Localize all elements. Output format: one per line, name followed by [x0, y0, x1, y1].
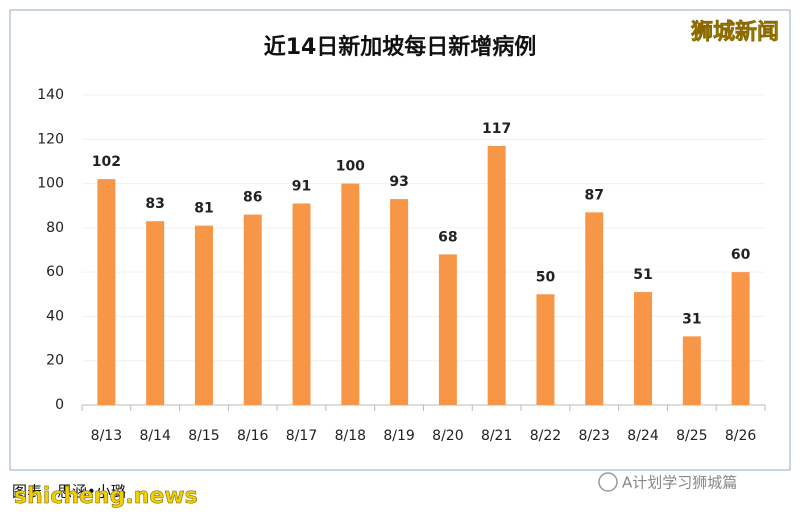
value-label: 50: [536, 269, 556, 285]
watermark-logo: 狮城新闻: [691, 19, 779, 45]
value-label: 87: [585, 187, 604, 203]
value-label: 60: [731, 247, 751, 263]
bar: [536, 294, 555, 405]
x-tick-label: 8/15: [188, 428, 219, 444]
y-tick-label: 100: [37, 176, 64, 192]
y-tick-label: 20: [46, 353, 64, 369]
x-tick-label: 8/16: [237, 428, 269, 444]
bar: [731, 272, 750, 405]
value-label: 81: [194, 201, 213, 217]
x-tick-label: 8/21: [481, 428, 512, 444]
value-label: 68: [438, 229, 457, 245]
value-label: 91: [292, 179, 311, 195]
y-tick-label: 0: [55, 397, 64, 413]
chart-title: 近14日新加坡每日新增病例: [264, 34, 537, 60]
x-tick-label: 8/23: [579, 428, 610, 444]
x-tick-label: 8/17: [286, 428, 317, 444]
value-label: 31: [682, 311, 701, 327]
y-tick-label: 120: [37, 131, 64, 147]
x-tick-label: 8/13: [91, 428, 122, 444]
y-tick-label: 60: [46, 264, 64, 280]
wechat-icon: [598, 472, 618, 492]
bar: [585, 212, 604, 405]
bar: [243, 214, 262, 405]
bar: [438, 254, 457, 405]
bar: [390, 199, 409, 405]
bar: [341, 183, 360, 405]
value-label: 102: [92, 154, 121, 170]
x-tick-label: 8/26: [725, 428, 757, 444]
value-label: 100: [336, 159, 365, 175]
bar: [194, 225, 213, 405]
x-tick-label: 8/20: [432, 428, 463, 444]
x-tick-label: 8/19: [383, 428, 414, 444]
value-label: 51: [633, 267, 652, 283]
y-tick-label: 40: [46, 308, 64, 324]
value-label: 117: [482, 121, 511, 137]
y-tick-label: 80: [46, 220, 64, 236]
value-label: 93: [389, 174, 408, 190]
bar: [97, 179, 116, 405]
bar: [146, 221, 165, 405]
bar: [682, 336, 701, 405]
x-tick-label: 8/18: [335, 428, 366, 444]
value-label: 86: [243, 190, 262, 206]
bar: [292, 203, 311, 405]
x-tick-label: 8/25: [676, 428, 707, 444]
credit: 图表：思涵•小璐: [12, 483, 126, 501]
value-label: 83: [145, 196, 164, 212]
site-watermark: shicheng.news: [14, 484, 198, 509]
bar: [487, 145, 506, 405]
x-tick-label: 8/22: [530, 428, 561, 444]
x-tick-label: 8/24: [627, 428, 659, 444]
account: A计划学习狮城篇: [622, 474, 737, 492]
bar: [634, 292, 653, 405]
y-tick-label: 140: [37, 87, 64, 103]
x-tick-label: 8/14: [139, 428, 171, 444]
